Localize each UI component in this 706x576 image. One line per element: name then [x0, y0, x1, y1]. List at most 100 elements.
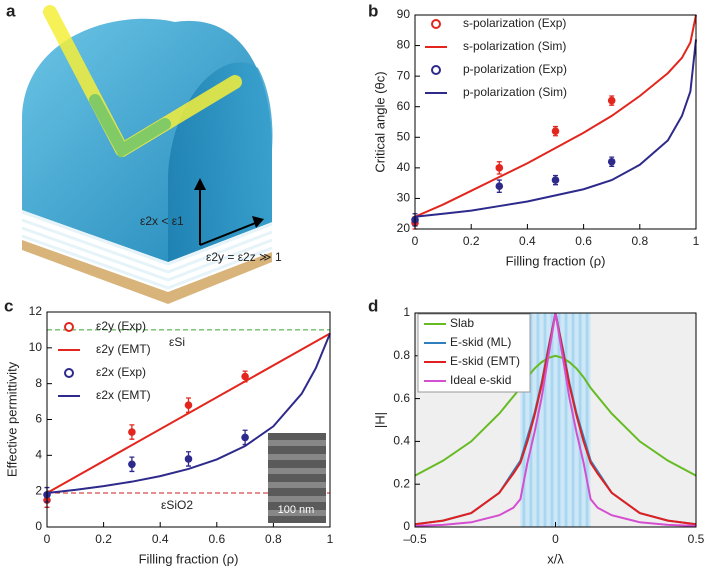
y-tick-label: 50 [397, 129, 411, 143]
data-point [551, 176, 560, 184]
y-tick-label: 10 [29, 340, 43, 354]
x-axis-label: Filling fraction (ρ) [139, 551, 239, 566]
inset-layer [268, 468, 326, 474]
x-tick-label: 0 [412, 234, 419, 248]
axes-arrows [199, 185, 259, 246]
data-point [607, 96, 616, 105]
legend-label: s-polarization (Sim) [463, 39, 566, 53]
data-point [551, 127, 560, 135]
panel-letter: b [368, 1, 378, 20]
curve [46, 333, 331, 494]
y-tick-label: 6 [35, 412, 42, 426]
illustration: a ε2x < ε1 ε2y = ε2z ≫ 1 [6, 1, 282, 304]
layer-stripe [550, 313, 554, 527]
data-point [495, 182, 504, 190]
reference-label: εSi [169, 335, 185, 349]
x-tick-label: 0.2 [95, 532, 112, 546]
data-point [128, 460, 136, 469]
x-tick-label: 0.2 [463, 234, 480, 248]
y-tick-label: 60 [397, 99, 411, 113]
y-tick-label: 0.4 [393, 434, 410, 448]
arrow-heads [194, 178, 264, 228]
plot-frame [414, 312, 697, 528]
inset-image: 100 nm [268, 433, 326, 523]
y-axis-label: |H| [372, 412, 387, 428]
y-tick-label: 20 [397, 221, 411, 235]
legend-label: p-polarization (Sim) [463, 85, 567, 99]
inset-layer [268, 496, 326, 502]
x-tick-label: 0 [552, 532, 559, 546]
y-tick-label: 2 [35, 483, 42, 497]
curve [414, 39, 697, 218]
y-tick-label: 0 [403, 519, 410, 533]
curve [46, 332, 331, 494]
legend-label: ε2x (Exp) [96, 365, 146, 379]
x-axis-label: Filling fraction (ρ) [506, 253, 606, 268]
legend-marker [431, 65, 441, 75]
panel-letter: d [368, 296, 378, 315]
data-point [607, 157, 616, 166]
y-axis-label: Critical angle (θc) [372, 71, 387, 172]
y-tick-label: 8 [35, 376, 42, 390]
y-tick-label: 4 [35, 448, 42, 462]
legend-label: p-polarization (Exp) [463, 62, 567, 76]
annotation: ε2y = ε2z ≫ 1 [206, 250, 282, 264]
legend-marker [431, 19, 441, 29]
y-tick-label: 40 [397, 160, 411, 174]
layers [21, 210, 273, 290]
data-point [184, 401, 193, 409]
x-tick-label: 0.6 [208, 532, 225, 546]
y-tick-label: 70 [397, 68, 411, 82]
legend-label: Slab [450, 316, 474, 330]
legend-label: s-polarization (Exp) [463, 16, 566, 30]
y-tick-label: 30 [397, 191, 411, 205]
curve [414, 14, 697, 218]
x-tick-label: 0.4 [519, 234, 536, 248]
layer-stripe [543, 313, 547, 527]
curve [414, 354, 697, 477]
layer-stripe [529, 313, 533, 527]
panel-letter: a [6, 1, 16, 20]
legend-label: Ideal e-skid [450, 373, 511, 387]
data-point [495, 164, 504, 172]
y-tick-label: 12 [29, 304, 43, 318]
y-tick-label: 0.8 [393, 348, 410, 362]
x-axis-label: x/λ [547, 551, 564, 566]
inset-layer [268, 482, 326, 488]
legend-label: ε2x (EMT) [96, 388, 151, 402]
data-point [241, 433, 249, 442]
plot-frame [414, 14, 697, 230]
layer-stripe [522, 313, 526, 527]
inset-layer [268, 510, 326, 516]
data-point [184, 455, 193, 463]
substrate [22, 240, 272, 304]
inset-layer [268, 454, 326, 460]
layer-stripe [578, 313, 582, 527]
legend-box [417, 313, 531, 393]
reference-label: εSiO2 [161, 498, 193, 512]
panel-letter: c [4, 296, 13, 315]
y-tick-label: 1 [403, 305, 410, 319]
annotation: ε2x < ε1 [140, 214, 184, 228]
x-tick-label: –0.5 [403, 532, 427, 546]
y-tick-label: 90 [397, 7, 411, 21]
legend-label: E-skid (ML) [450, 335, 511, 349]
layer-stripe [557, 313, 561, 527]
inset-layer [268, 440, 326, 446]
layer-stripe [564, 313, 568, 527]
data-point [128, 428, 136, 436]
legend-label: ε2y (Exp) [96, 319, 146, 333]
legend-label: E-skid (EMT) [450, 354, 520, 368]
inset-label: 100 nm [278, 504, 315, 516]
x-tick-label: 0.4 [152, 532, 169, 546]
inset-photo [268, 433, 326, 523]
y-tick-label: 80 [397, 38, 411, 52]
legend-marker [64, 368, 74, 378]
data-point [241, 372, 249, 381]
x-tick-label: 1 [327, 532, 334, 546]
x-tick-label: 0.6 [575, 234, 592, 248]
x-tick-label: 0.8 [631, 234, 648, 248]
legend-marker [64, 322, 74, 332]
beam-inside [89, 94, 171, 159]
plot-frame [46, 311, 331, 528]
